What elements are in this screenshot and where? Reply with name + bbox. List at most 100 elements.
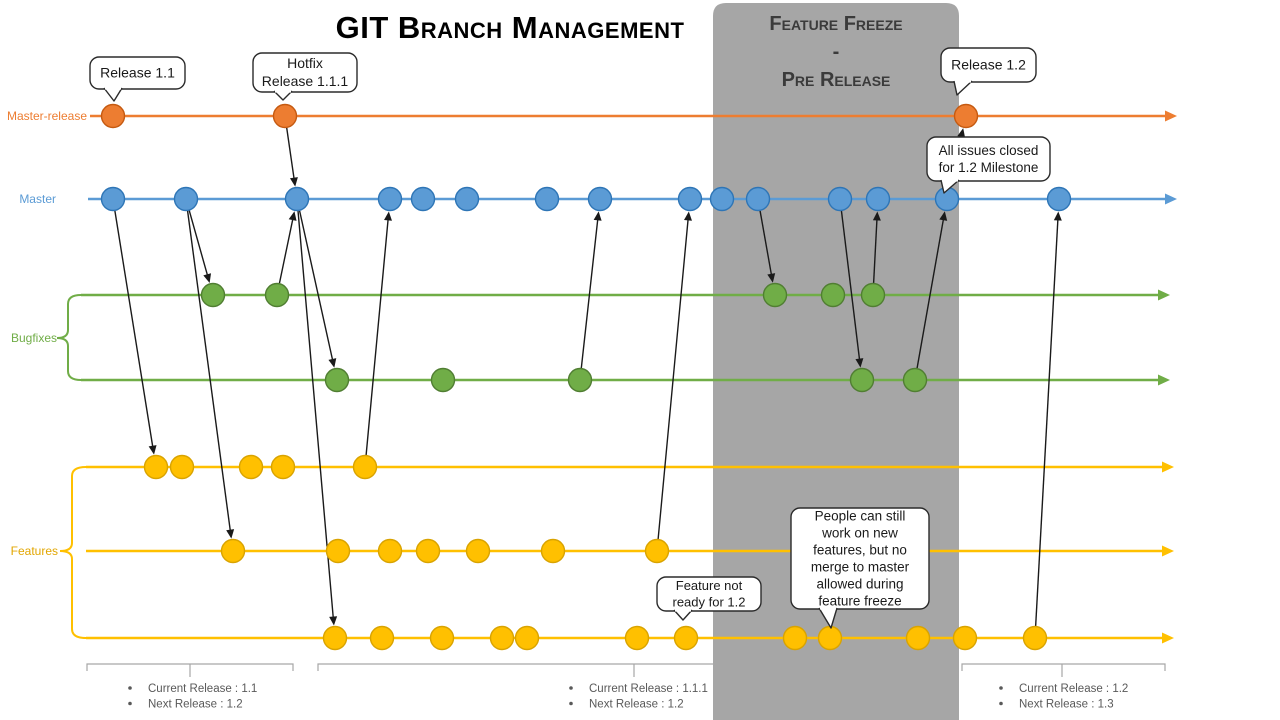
merge-arrow	[298, 210, 335, 365]
callout-box	[656, 576, 762, 612]
page-title: GIT Branch Management	[335, 10, 685, 45]
commit-dot-master-release	[100, 103, 126, 129]
commit-dot-master	[709, 186, 735, 212]
merge-arrow	[297, 210, 335, 622]
merge-arrowhead	[855, 358, 864, 368]
callout-tail	[103, 87, 123, 102]
commit-dot-features	[220, 538, 246, 564]
range-bracket	[961, 663, 1166, 677]
callout-text: People can still	[815, 508, 906, 523]
merge-arrow	[580, 215, 599, 369]
commit-dot-features	[1022, 625, 1048, 651]
release-note: Next Release : 1.2	[148, 699, 243, 711]
commit-dot-features	[270, 454, 296, 480]
commit-dot-features	[644, 538, 670, 564]
callout-text: merge to master	[811, 559, 910, 574]
callout-text: feature freeze	[818, 593, 901, 608]
callout-box	[252, 52, 358, 93]
merge-arrow	[286, 127, 296, 183]
commit-dot-features	[415, 538, 441, 564]
merge-arrow	[840, 210, 861, 364]
freeze-band-label: Feature Freeze	[769, 13, 902, 35]
commit-dot-master-release	[953, 103, 979, 129]
merge-arrowhead	[684, 211, 692, 221]
commit-dot-features	[540, 538, 566, 564]
merge-arrowhead	[1053, 211, 1062, 221]
commit-dot-features	[905, 625, 931, 651]
commit-dot-master	[454, 186, 480, 212]
commit-dot-bugfixes	[430, 367, 456, 393]
commit-dot-master	[677, 186, 703, 212]
bullet-dot	[128, 701, 132, 706]
commit-dot-master	[1046, 186, 1072, 212]
release-note: Current Release : 1.2	[1019, 683, 1128, 695]
commit-dot-bugfixes	[324, 367, 350, 393]
bugfixes-brace	[56, 294, 82, 381]
commit-dot-master	[587, 186, 613, 212]
commit-dot-features	[377, 538, 403, 564]
commit-dot-master	[173, 186, 199, 212]
callout-text: Hotfix	[287, 55, 323, 71]
commit-dot-features	[352, 454, 378, 480]
bullet-dot	[569, 701, 573, 706]
branch-arrowhead-features	[1162, 632, 1174, 644]
range-bracket	[86, 663, 294, 677]
callout-tail	[953, 80, 973, 96]
callout-text: ready for 1.2	[673, 594, 746, 609]
commit-dot-features	[143, 454, 169, 480]
branch-arrowhead-bugfixes	[1158, 374, 1170, 386]
commit-dot-bugfixes	[820, 282, 846, 308]
callout-tail	[273, 90, 293, 101]
commit-dot-features	[489, 625, 515, 651]
commit-dot-bugfixes	[849, 367, 875, 393]
merge-arrow	[657, 215, 690, 540]
commit-dot-features	[325, 538, 351, 564]
commit-dot-features	[322, 625, 348, 651]
commit-dot-features	[514, 625, 540, 651]
freeze-band-label: -	[833, 41, 840, 63]
branch-label-bugfixes: Bugfixes	[11, 331, 57, 345]
release-note: Next Release : 1.2	[589, 699, 684, 711]
callout-tail	[673, 609, 693, 621]
merge-arrow	[278, 215, 295, 284]
callout-text: Release 1.1	[100, 64, 175, 80]
release-note: Current Release : 1.1.1	[589, 683, 708, 695]
commit-dot-features	[429, 625, 455, 651]
merge-arrowhead	[767, 273, 776, 283]
branch-arrowhead-features	[1162, 545, 1174, 557]
commit-dot-features	[952, 625, 978, 651]
range-bracket	[317, 663, 951, 677]
commit-dot-bugfixes	[762, 282, 788, 308]
merge-arrowhead	[226, 529, 235, 539]
bullet-dot	[999, 686, 1003, 690]
commit-dot-master	[284, 186, 310, 212]
branch-label-master-release: Master-release	[7, 109, 87, 123]
callout-text: Release 1.1.1	[262, 73, 349, 89]
commit-dot-bugfixes	[264, 282, 290, 308]
callout-text: Feature not	[676, 578, 743, 593]
callout-text: Release 1.2	[951, 56, 1026, 72]
commit-dot-master	[534, 186, 560, 212]
merge-arrow	[365, 215, 390, 456]
commit-dot-features	[817, 625, 843, 651]
commit-dot-bugfixes	[200, 282, 226, 308]
merge-arrowhead	[289, 177, 298, 187]
commit-dot-bugfixes	[567, 367, 593, 393]
commit-dot-features	[782, 625, 808, 651]
merge-arrowhead	[328, 358, 337, 368]
commit-dot-features	[369, 625, 395, 651]
merge-arrow	[759, 210, 773, 279]
merge-arrowhead	[593, 211, 602, 221]
callout-tail	[818, 607, 838, 629]
branch-arrowhead-features	[1162, 461, 1174, 473]
commit-dot-master	[100, 186, 126, 212]
merge-arrow	[114, 210, 155, 451]
commit-dot-master	[410, 186, 436, 212]
callout-box	[89, 56, 186, 90]
commit-dot-master-release	[272, 103, 298, 129]
branch-label-features: Features	[11, 544, 58, 558]
branch-arrowhead-master-release	[1165, 110, 1177, 122]
callout-text: All issues closed	[939, 143, 1039, 158]
callout-box	[926, 136, 1051, 182]
